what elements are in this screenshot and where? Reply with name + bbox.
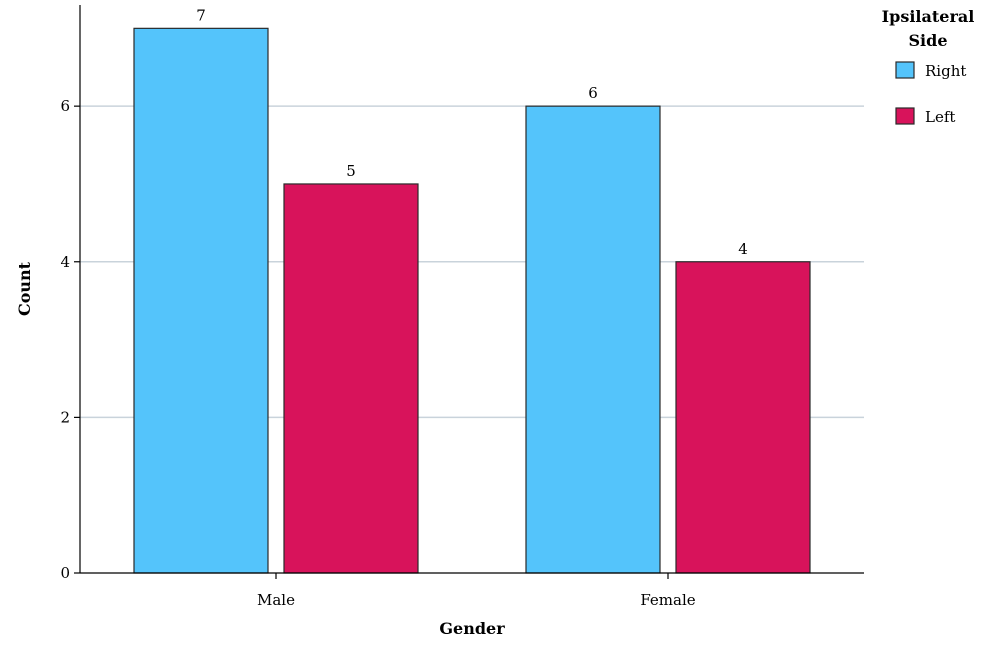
bar-male-right (133, 27, 269, 574)
bar-label-male-right: 7 (196, 6, 206, 24)
axes (79, 5, 864, 574)
bar-label-female-left: 4 (738, 240, 748, 258)
bar-female-right (525, 105, 661, 574)
legend-swatch-right (895, 61, 915, 79)
legend-swatch-left (895, 107, 915, 125)
legend: Ipsilateral Side Right Left (882, 7, 975, 126)
legend-label-left: Left (925, 108, 955, 126)
bar-label-male-left: 5 (346, 162, 356, 180)
bar-female-left (675, 261, 811, 574)
y-axis-title: Count (15, 261, 34, 316)
y-tick-labels: 0 2 4 6 (60, 97, 80, 582)
legend-label-right: Right (925, 62, 966, 80)
bar-label-female-right: 6 (588, 84, 598, 102)
x-category-label-female: Female (640, 591, 695, 609)
x-axis-title: Gender (439, 619, 505, 638)
legend-title-line-1: Ipsilateral (882, 7, 975, 26)
y-tick-label-2: 2 (60, 408, 70, 426)
y-tick-label-0: 0 (60, 564, 70, 582)
x-category-labels: Male Female (257, 573, 696, 609)
y-tick-label-6: 6 (60, 97, 70, 115)
bar-male-left (283, 183, 419, 574)
bar-value-labels: 7 5 6 4 (196, 6, 748, 257)
y-tick-label-4: 4 (60, 253, 70, 271)
legend-title-line-2: Side (909, 31, 948, 50)
legend-items: Right Left (895, 61, 966, 126)
x-category-label-male: Male (257, 591, 295, 609)
bars (133, 27, 811, 574)
